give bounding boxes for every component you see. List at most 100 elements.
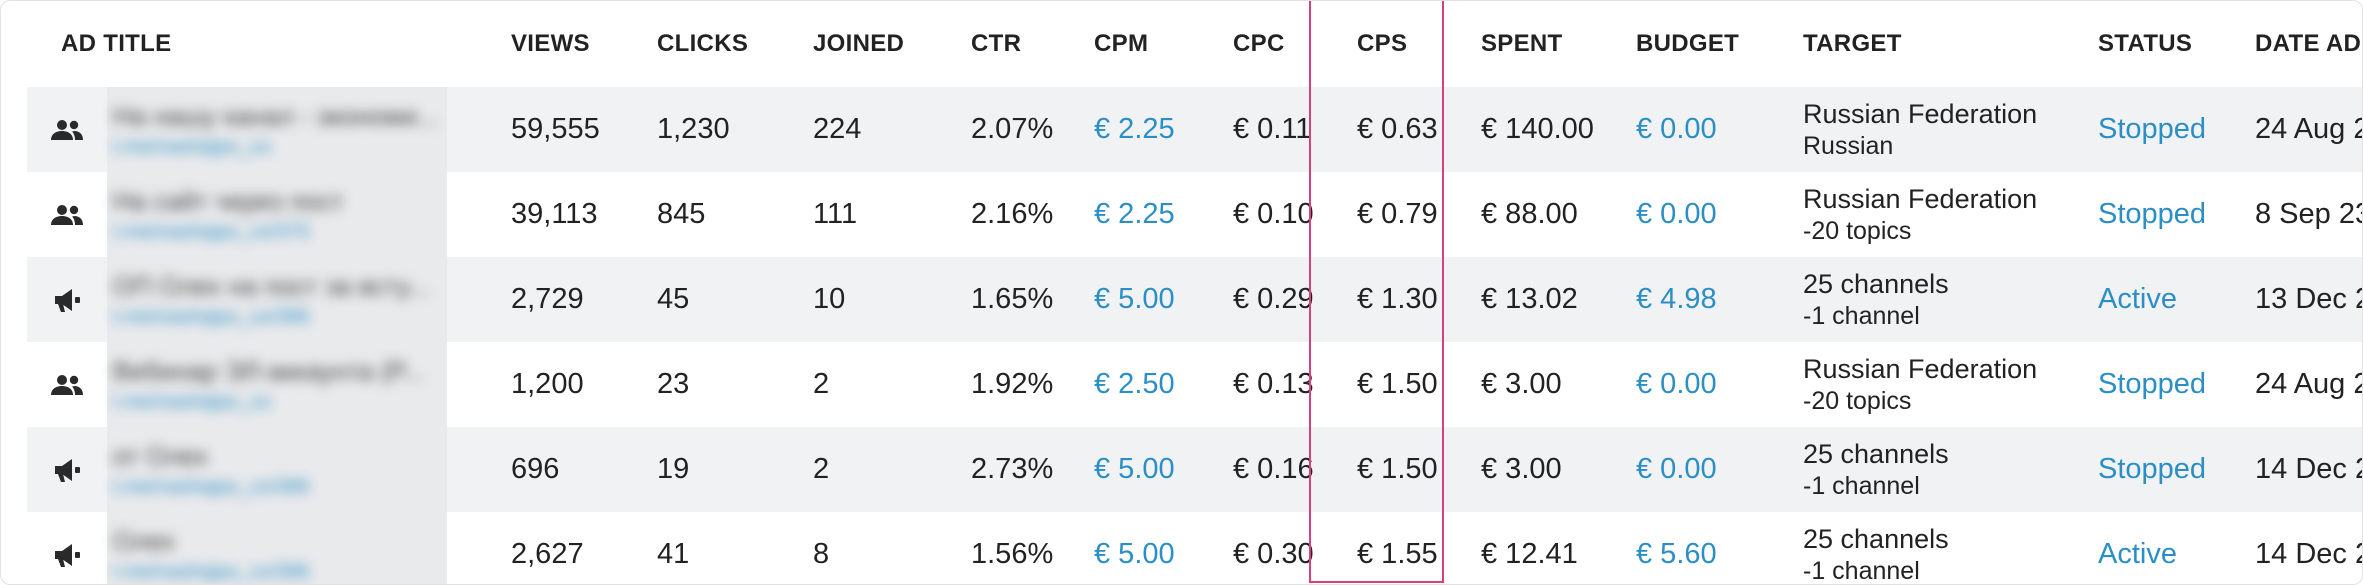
budget-link[interactable]: € 4.98 (1602, 257, 1769, 342)
clicks-cell: 845 (623, 172, 779, 257)
ad-link-text[interactable]: t.me/nashqipo_co (113, 135, 271, 158)
date-added-cell: 24 Aug 23 (2221, 342, 2362, 427)
target-primary: Russian Federation (1803, 353, 2038, 384)
ctr-cell: 1.65% (937, 257, 1060, 342)
cpm-link[interactable]: € 5.00 (1060, 512, 1199, 584)
ad-title-blurred[interactable]: На сайт через пост t.me/nashqipo_co/375 (107, 172, 447, 257)
col-header-target[interactable]: TARGET (1803, 30, 1902, 57)
ads-table: AD TITLE VIEWS CLICKS JOINED CTR CPM CPC… (27, 1, 2362, 585)
table-row-3[interactable]: ОП Олех на пост за всту... t.me/nashqipo… (27, 257, 2362, 342)
status-link[interactable]: Active (2064, 257, 2221, 342)
target-primary: 25 channels (1803, 438, 1949, 469)
col-header-ad-title[interactable]: AD TITLE (61, 30, 172, 57)
ad-title-blurred[interactable]: Олех t.me/nashqipo_co/386 (107, 512, 447, 584)
ad-link-text[interactable]: t.me/nashqipo_co/386 (113, 475, 310, 498)
ad-title-cell[interactable]: На сайт через пост t.me/nashqipo_co/375 (27, 172, 477, 257)
views-cell: 2,627 (477, 512, 623, 584)
cpm-link[interactable]: € 2.50 (1060, 342, 1199, 427)
clicks-cell: 19 (623, 427, 779, 512)
cps-cell: € 1.55 (1323, 512, 1447, 584)
cpc-cell: € 0.13 (1199, 342, 1323, 427)
ad-title-text: На сайт через пост (113, 185, 344, 216)
col-header-budget[interactable]: BUDGET (1636, 30, 1740, 57)
col-header-date-added[interactable]: DATE ADDED (2255, 30, 2362, 57)
ad-title-cell[interactable]: Вебинар ЭЛ-аккаунта (Р... t.me/nashqipo_… (27, 342, 477, 427)
date-added-cell: 24 Aug 23 (2221, 87, 2362, 172)
budget-link[interactable]: € 0.00 (1602, 87, 1769, 172)
ctr-cell: 2.07% (937, 87, 1060, 172)
col-header-cpm[interactable]: CPM (1094, 30, 1149, 57)
cps-cell: € 0.63 (1323, 87, 1447, 172)
ctr-cell: 1.56% (937, 512, 1060, 584)
status-link[interactable]: Stopped (2064, 87, 2221, 172)
users-icon (27, 172, 107, 257)
cpc-cell: € 0.30 (1199, 512, 1323, 584)
table-row-2[interactable]: На сайт через пост t.me/nashqipo_co/375 … (27, 172, 2362, 257)
views-cell: 59,555 (477, 87, 623, 172)
ctr-cell: 2.73% (937, 427, 1060, 512)
table-row-6[interactable]: Олех t.me/nashqipo_co/386 2,627 41 8 1.5… (27, 512, 2362, 585)
col-header-cpc[interactable]: CPC (1233, 30, 1285, 57)
cpm-link[interactable]: € 2.25 (1060, 172, 1199, 257)
target-primary: Russian Federation (1803, 98, 2038, 129)
cps-cell: € 0.79 (1323, 172, 1447, 257)
ad-title-cell[interactable]: ОП Олех на пост за всту... t.me/nashqipo… (27, 257, 477, 342)
budget-link[interactable]: € 0.00 (1602, 172, 1769, 257)
table-header-row: AD TITLE VIEWS CLICKS JOINED CTR CPM CPC… (27, 1, 2362, 87)
cpc-cell: € 0.29 (1199, 257, 1323, 342)
spent-cell: € 12.41 (1447, 512, 1602, 584)
status-link[interactable]: Stopped (2064, 172, 2221, 257)
ad-title-blurred[interactable]: от Олех t.me/nashqipo_co/386 (107, 427, 447, 512)
col-header-clicks[interactable]: CLICKS (657, 30, 749, 57)
target-primary: 25 channels (1803, 268, 1949, 299)
col-header-joined[interactable]: JOINED (813, 30, 905, 57)
col-header-status[interactable]: STATUS (2098, 30, 2193, 57)
col-header-views[interactable]: VIEWS (511, 30, 590, 57)
views-cell: 696 (477, 427, 623, 512)
cpm-link[interactable]: € 5.00 (1060, 427, 1199, 512)
joined-cell: 8 (779, 512, 937, 584)
cpm-link[interactable]: € 2.25 (1060, 87, 1199, 172)
ad-title-cell[interactable]: Олех t.me/nashqipo_co/386 (27, 512, 477, 584)
ad-title-text: Олех (113, 525, 175, 556)
ad-title-blurred[interactable]: На нашу канал - экономи... t.me/nashqipo… (107, 87, 447, 172)
col-header-spent[interactable]: SPENT (1481, 30, 1563, 57)
ad-title-cell[interactable]: На нашу канал - экономи... t.me/nashqipo… (27, 87, 477, 172)
ad-link-text[interactable]: t.me/nashqipo_co/386 (113, 305, 310, 328)
ad-title-blurred[interactable]: Вебинар ЭЛ-аккаунта (Р... t.me/nashqipo_… (107, 342, 447, 427)
date-added-cell: 13 Dec 23 (2221, 257, 2362, 342)
ad-link-text[interactable]: t.me/nashqipo_co/386 (113, 560, 310, 583)
ad-title-text: На нашу канал - экономи... (113, 100, 440, 131)
cpm-link[interactable]: € 5.00 (1060, 257, 1199, 342)
target-secondary: -20 topics (1803, 216, 1912, 245)
status-link[interactable]: Active (2064, 512, 2221, 584)
clicks-cell: 45 (623, 257, 779, 342)
megaphone-icon (27, 512, 107, 584)
ctr-cell: 1.92% (937, 342, 1060, 427)
ctr-cell: 2.16% (937, 172, 1060, 257)
target-secondary: -1 channel (1803, 556, 1920, 585)
spent-cell: € 140.00 (1447, 87, 1602, 172)
target-cell: 25 channels -1 channel (1769, 257, 2064, 342)
table-row-4[interactable]: Вебинар ЭЛ-аккаунта (Р... t.me/nashqipo_… (27, 342, 2362, 427)
target-primary: Russian Federation (1803, 183, 2038, 214)
table-row-5[interactable]: от Олех t.me/nashqipo_co/386 696 19 2 2.… (27, 427, 2362, 512)
budget-link[interactable]: € 0.00 (1602, 342, 1769, 427)
ad-title-cell[interactable]: от Олех t.me/nashqipo_co/386 (27, 427, 477, 512)
budget-link[interactable]: € 5.60 (1602, 512, 1769, 584)
cpc-cell: € 0.11 (1199, 87, 1323, 172)
cpc-cell: € 0.16 (1199, 427, 1323, 512)
table-row-1[interactable]: На нашу канал - экономи... t.me/nashqipo… (27, 87, 2362, 172)
clicks-cell: 23 (623, 342, 779, 427)
col-header-cps[interactable]: CPS (1357, 30, 1408, 57)
status-link[interactable]: Stopped (2064, 342, 2221, 427)
ad-title-text: от Олех (113, 440, 209, 471)
status-link[interactable]: Stopped (2064, 427, 2221, 512)
joined-cell: 224 (779, 87, 937, 172)
ad-link-text[interactable]: t.me/nashqipo_co/375 (113, 220, 310, 243)
ad-title-blurred[interactable]: ОП Олех на пост за всту... t.me/nashqipo… (107, 257, 447, 342)
budget-link[interactable]: € 0.00 (1602, 427, 1769, 512)
col-header-ctr[interactable]: CTR (971, 30, 1022, 57)
ad-link-text[interactable]: t.me/nashqipo_co (113, 390, 271, 413)
